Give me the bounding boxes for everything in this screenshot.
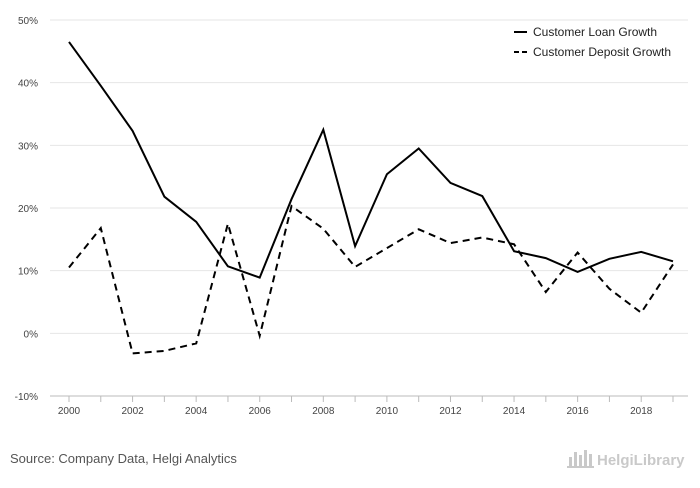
x-tick-label: 2010 [376,406,399,417]
x-tick-label: 2000 [58,406,81,417]
x-tick-label: 2002 [121,406,144,417]
chart-bars-icon [567,450,594,468]
x-tick-label: 2016 [567,406,590,417]
y-tick-label: 10% [18,267,38,278]
x-tick-label: 2008 [312,406,335,417]
axis-layer: -10% 0% 10% 20% 30% 40% 50% 2000 2002 2004 2006 200… [15,16,688,417]
deposit-growth-line [68,204,674,355]
legend: Customer Loan Growth Customer Deposit Gro… [514,25,671,59]
x-tick-label: 2018 [630,406,653,417]
legend-label: Customer Loan Growth [533,25,657,39]
x-tick-label: 2004 [185,406,208,417]
helgi-library-logo: HelgiLibrary [567,450,685,469]
grid-layer [50,19,688,334]
y-tick-label: 50% [18,16,38,27]
x-tick-label: 2012 [439,406,462,417]
y-tick-label: 20% [18,204,38,215]
loan-growth-line [68,41,674,279]
y-tick-label: 0% [24,329,39,340]
y-tick-label: 30% [18,141,38,152]
series-layer [68,41,674,355]
y-tick-label: -10% [15,392,38,403]
legend-label: Customer Deposit Growth [533,45,671,59]
source-note: Source: Company Data, Helgi Analytics [10,451,237,466]
x-tick-label: 2006 [249,406,272,417]
x-tick-label: 2014 [503,406,526,417]
y-tick-label: 40% [18,79,38,90]
logo-text: HelgiLibrary [597,452,685,469]
